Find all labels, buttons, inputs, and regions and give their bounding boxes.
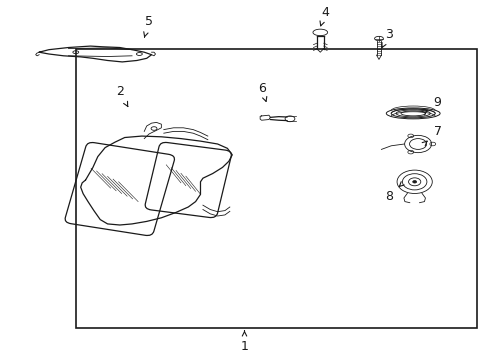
Text: 6: 6 (257, 82, 265, 95)
Text: 8: 8 (384, 190, 392, 203)
Text: 5: 5 (145, 15, 153, 28)
Text: 2: 2 (116, 85, 123, 98)
Text: 1: 1 (240, 340, 248, 353)
Bar (76, 49, 476, 328)
Text: 3: 3 (384, 28, 392, 41)
Text: 9: 9 (433, 96, 441, 109)
Text: 7: 7 (433, 125, 441, 138)
Ellipse shape (412, 181, 416, 183)
Text: 4: 4 (321, 6, 328, 19)
